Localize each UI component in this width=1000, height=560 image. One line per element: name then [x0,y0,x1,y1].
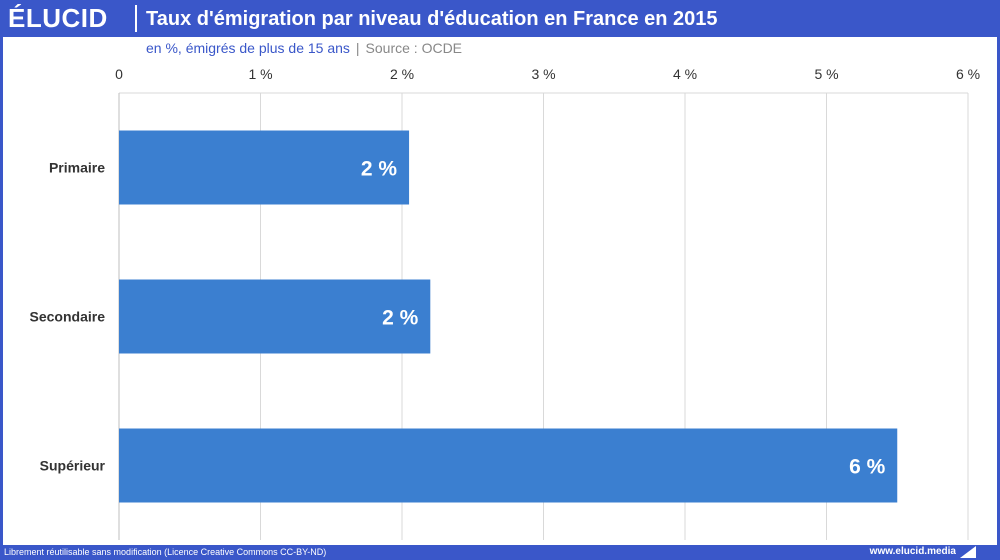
bar-value-label: 6 % [849,456,886,479]
x-tick-label: 4 % [673,66,697,82]
category-label: Secondaire [30,309,106,325]
subtitle-text: en %, émigrés de plus de 15 ans [146,40,350,56]
bar-value-label: 2 % [361,158,398,181]
title-divider [135,5,137,32]
x-tick-label: 3 % [531,66,555,82]
elucid-logo: ÉLUCID [8,3,108,33]
subtitle-separator: | [355,40,360,56]
elucid-mark-icon [960,546,976,558]
x-tick-label: 0 [115,66,123,82]
category-label: Primaire [49,160,105,176]
license-text: Librement réutilisable sans modification… [4,547,327,557]
bar-chart: 0 1 % 2 % 3 % 4 % 5 % 6 % Primaire 2 % Secondaire… [30,66,980,540]
source-text: Source : OCDE [365,40,463,56]
chart-title: Taux d'émigration par niveau d'éducation… [146,8,718,30]
x-tick-label: 2 % [390,66,414,82]
x-tick-label: 1 % [248,66,272,82]
bar [119,428,898,503]
x-tick-label: 6 % [956,66,980,82]
header-bar [0,0,1000,37]
bar [119,279,431,354]
chart-subtitle: en %, émigrés de plus de 15 ans | Source :… [146,39,462,57]
category-label: Supérieur [40,458,106,474]
bar [119,130,410,205]
bar-value-label: 2 % [382,307,419,330]
site-url: www.elucid.media [869,546,956,557]
x-tick-label: 5 % [814,66,838,82]
footer-bar [0,545,1000,560]
